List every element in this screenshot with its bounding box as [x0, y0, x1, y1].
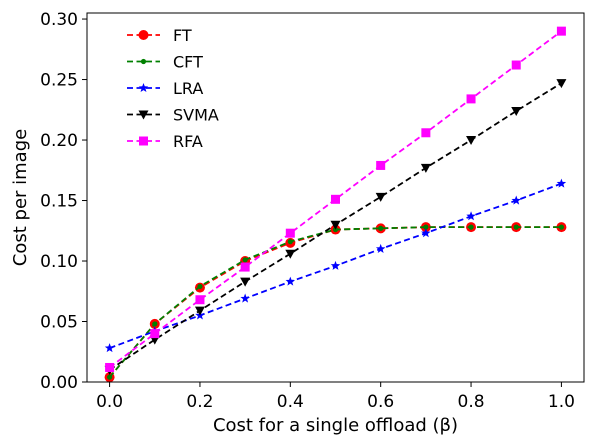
x-tick-label: 0.8	[458, 392, 485, 412]
x-tick-label: 0.0	[96, 392, 123, 412]
data-point-svma	[420, 163, 431, 173]
data-point-cft	[242, 257, 248, 263]
legend-item-cft: CFT	[127, 53, 203, 72]
x-tick-label: 0.4	[277, 392, 304, 412]
data-point-svma	[194, 306, 205, 316]
legend-marker	[138, 110, 149, 120]
series-ft	[104, 222, 567, 383]
data-point-cft	[152, 321, 158, 327]
data-point-lra	[466, 211, 476, 221]
data-point-svma	[375, 192, 386, 202]
series-cft	[106, 224, 565, 380]
legend-label: LRA	[173, 79, 203, 98]
data-point-lra	[511, 195, 521, 205]
y-tick-label: 0.25	[40, 71, 78, 91]
data-point-lra	[104, 343, 115, 353]
y-tick-label: 0.05	[40, 313, 78, 333]
data-point-cft	[106, 374, 113, 380]
legend-marker	[140, 58, 147, 65]
series-rfa	[105, 26, 566, 372]
data-point-lra	[421, 228, 431, 238]
data-point-rfa	[556, 26, 566, 36]
data-point-rfa	[195, 295, 205, 305]
legend-item-svma: SVMA	[127, 106, 219, 125]
y-axis-label: Cost per image	[10, 129, 31, 266]
data-point-cft	[423, 224, 429, 230]
legend-marker	[139, 136, 148, 146]
series-layer	[104, 26, 567, 383]
data-point-rfa	[421, 128, 431, 138]
legend-marker	[138, 83, 149, 93]
data-point-cft	[468, 224, 474, 230]
data-point-cft	[513, 224, 519, 230]
data-point-lra	[375, 243, 386, 253]
data-point-lra	[556, 178, 567, 188]
data-point-cft	[287, 239, 293, 245]
plot-frame	[86, 12, 585, 383]
data-point-svma	[285, 249, 296, 259]
legend-label: RFA	[173, 132, 203, 151]
series-line-ft	[108, 226, 562, 378]
data-point-cft	[558, 224, 565, 230]
y-tick-label: 0.30	[40, 10, 78, 30]
legend-item-lra: LRA	[127, 79, 203, 98]
series-line-rfa	[109, 30, 562, 369]
y-tick-label: 0.00	[40, 373, 78, 393]
data-point-rfa	[511, 60, 521, 70]
data-point-lra	[285, 276, 296, 286]
data-point-lra	[330, 260, 341, 270]
x-tick-label: 0.2	[186, 392, 213, 412]
data-point-rfa	[150, 329, 160, 339]
y-axis: 0.00 0.05 0.10 0.15 0.20 0.25 0.30	[40, 10, 87, 393]
data-point-rfa	[240, 262, 250, 272]
data-point-cft	[197, 283, 203, 290]
x-axis-label: Cost for a single offload (β)	[213, 415, 458, 436]
series-lra	[104, 178, 567, 353]
legend-label: FT	[173, 26, 192, 45]
data-point-svma	[511, 106, 522, 116]
y-tick-label: 0.15	[40, 192, 78, 212]
legend-item-rfa: RFA	[127, 132, 203, 151]
y-tick-label: 0.20	[40, 131, 78, 151]
data-point-lra	[240, 293, 250, 303]
legend: FT CFT LRA SVMA RFA	[127, 26, 219, 151]
data-point-rfa	[466, 94, 476, 104]
data-point-rfa	[331, 194, 340, 204]
y-tick-label: 0.10	[40, 252, 78, 272]
data-point-cft	[378, 225, 384, 231]
data-point-svma	[240, 277, 251, 287]
data-point-svma	[330, 220, 341, 230]
data-point-svma	[466, 136, 477, 146]
legend-marker	[138, 30, 149, 40]
x-tick-label: 0.6	[367, 392, 394, 412]
legend-label: CFT	[173, 53, 203, 72]
x-tick-label: 1.0	[548, 392, 575, 412]
legend-label: SVMA	[173, 106, 219, 125]
data-point-rfa	[285, 228, 295, 238]
x-axis: 0.0 0.2 0.4 0.6 0.8 1.0	[96, 382, 575, 412]
data-point-rfa	[105, 362, 115, 372]
legend-item-ft: FT	[127, 26, 192, 45]
data-point-rfa	[376, 160, 386, 170]
series-line-cft	[108, 226, 562, 378]
data-point-svma	[556, 79, 567, 89]
